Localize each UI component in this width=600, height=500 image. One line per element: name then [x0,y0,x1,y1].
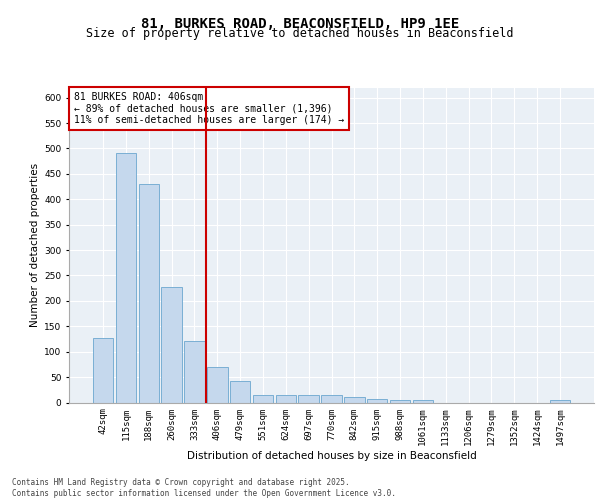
Bar [184,340,205,402]
Bar [413,400,433,402]
Bar [367,400,388,402]
Bar [207,368,227,402]
X-axis label: Distribution of detached houses by size in Beaconsfield: Distribution of detached houses by size … [187,450,476,460]
Bar [321,396,342,402]
Y-axis label: Number of detached properties: Number of detached properties [30,163,40,327]
Text: 81 BURKES ROAD: 406sqm
← 89% of detached houses are smaller (1,396)
11% of semi-: 81 BURKES ROAD: 406sqm ← 89% of detached… [74,92,344,126]
Bar [230,380,250,402]
Bar [344,397,365,402]
Text: Contains HM Land Registry data © Crown copyright and database right 2025.
Contai: Contains HM Land Registry data © Crown c… [12,478,396,498]
Bar [116,153,136,402]
Bar [253,395,273,402]
Bar [390,400,410,402]
Bar [93,338,113,402]
Bar [161,286,182,403]
Bar [550,400,570,402]
Text: 81, BURKES ROAD, BEACONSFIELD, HP9 1EE: 81, BURKES ROAD, BEACONSFIELD, HP9 1EE [141,18,459,32]
Bar [275,396,296,402]
Text: Size of property relative to detached houses in Beaconsfield: Size of property relative to detached ho… [86,28,514,40]
Bar [139,184,159,402]
Bar [298,395,319,402]
